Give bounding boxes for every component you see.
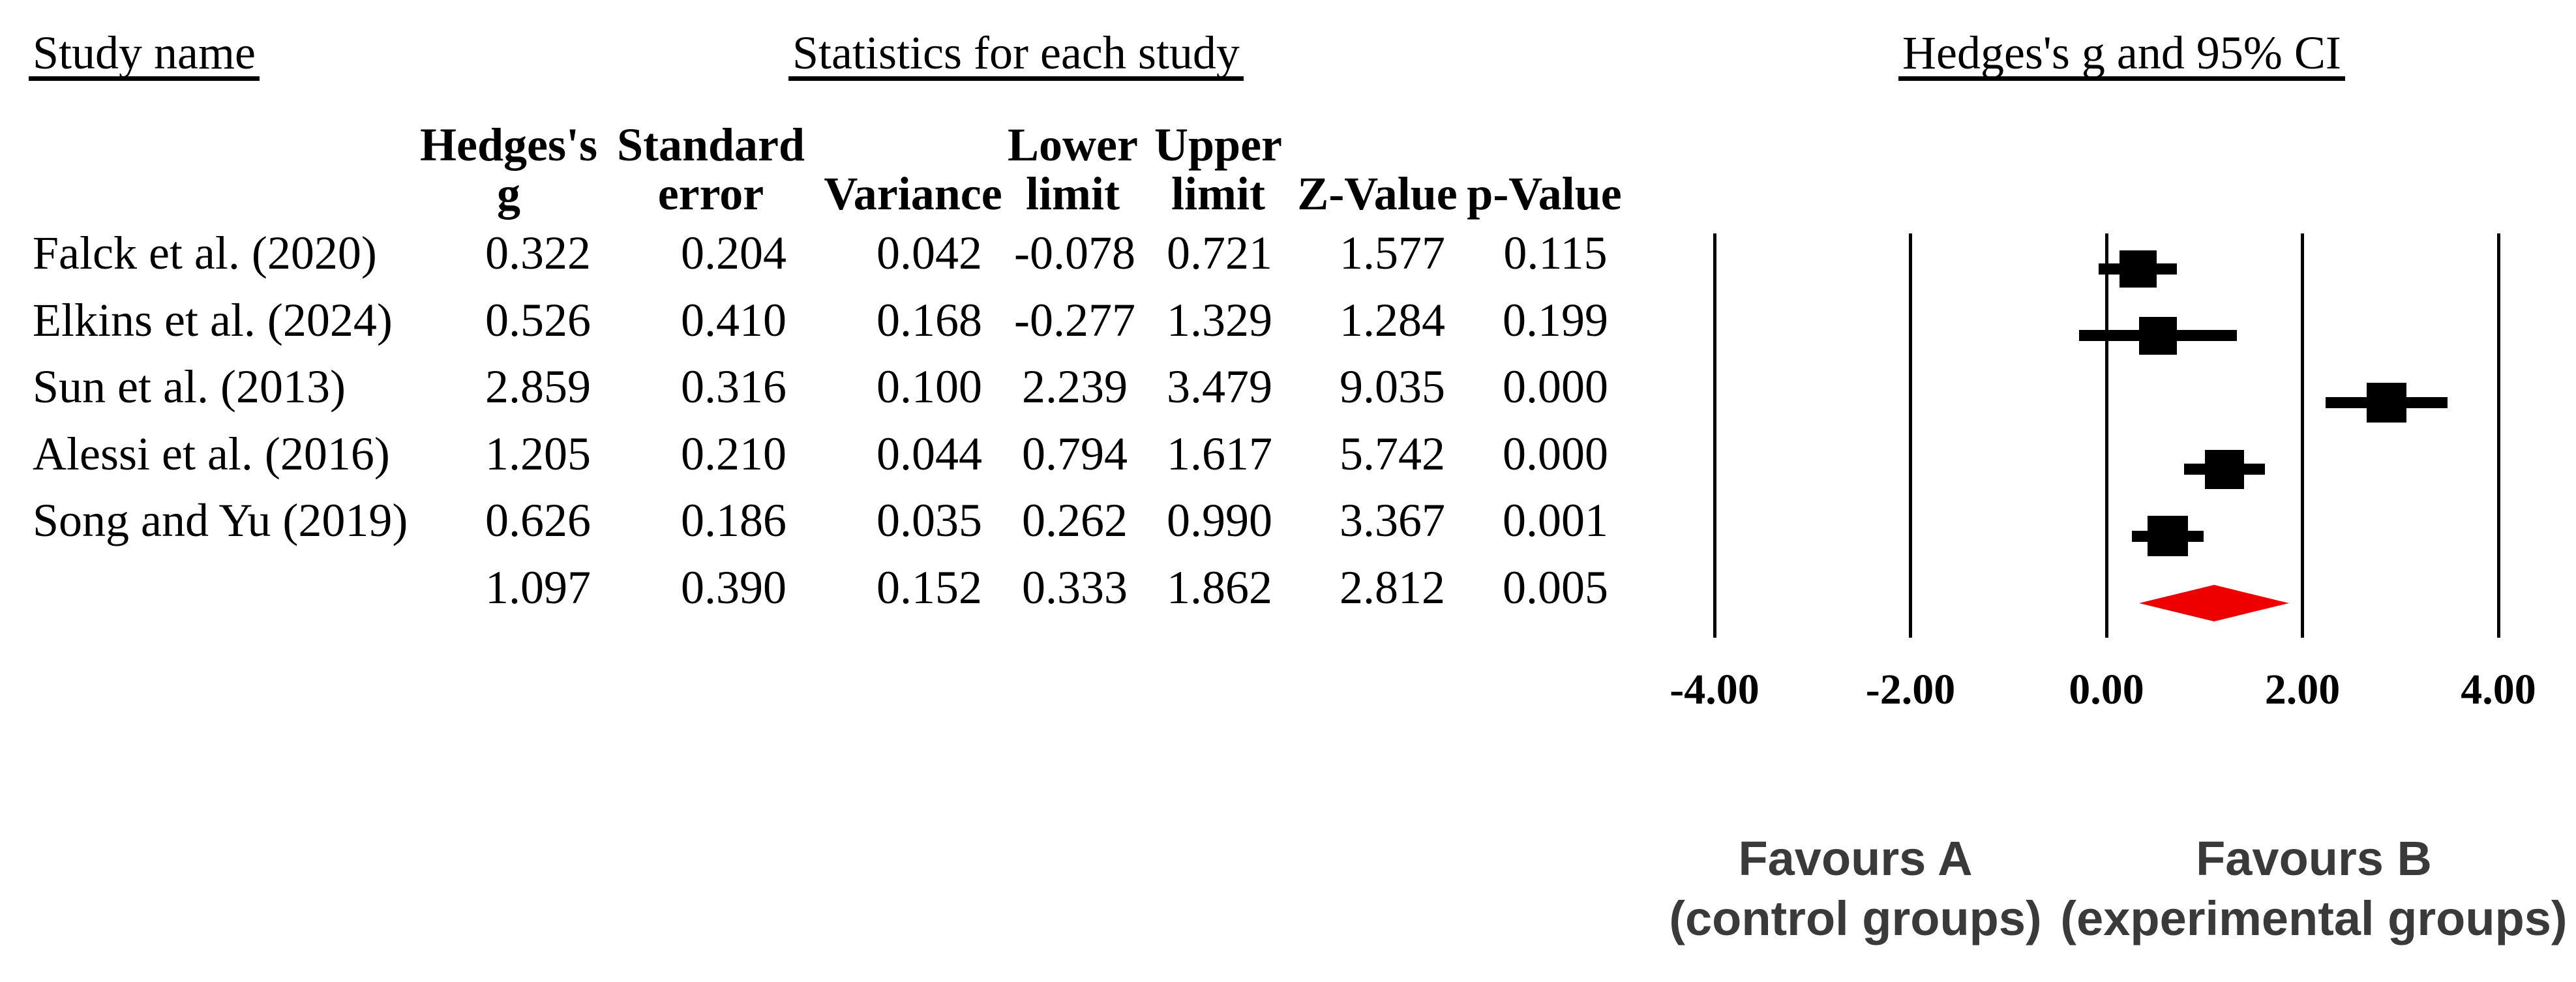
stat-value: 1.097 bbox=[485, 561, 591, 614]
stat-value: 0.044 bbox=[876, 427, 982, 480]
study-name: Falck et al. (2020) bbox=[33, 227, 377, 279]
stat-value: 0.210 bbox=[681, 427, 786, 480]
stat-value: 0.262 bbox=[1022, 494, 1128, 547]
stat-value: 0.152 bbox=[876, 561, 982, 614]
effect-size-square bbox=[2139, 316, 2178, 355]
axis-line bbox=[2104, 233, 2108, 638]
axis-tick-label: 0.00 bbox=[2069, 666, 2144, 713]
stat-value: 2.239 bbox=[1022, 361, 1128, 413]
stat-value: 0.990 bbox=[1167, 494, 1272, 547]
favours-a-label: Favours A (control groups) bbox=[1669, 829, 2041, 949]
stat-value: 2.812 bbox=[1340, 561, 1445, 614]
stat-value: 9.035 bbox=[1340, 361, 1445, 413]
stat-value: 1.617 bbox=[1167, 427, 1272, 480]
column-header-line2: limit bbox=[1171, 168, 1265, 220]
axis-tick-label: 4.00 bbox=[2461, 666, 2536, 713]
stat-value: 0.000 bbox=[1503, 361, 1608, 413]
stat-value: 0.526 bbox=[485, 293, 591, 346]
column-header-g: Hedges's g bbox=[420, 121, 597, 218]
column-header-line1: Upper bbox=[1154, 119, 1282, 171]
axis-line bbox=[2301, 233, 2304, 638]
stat-value: 0.204 bbox=[681, 227, 786, 279]
stat-value: 0.390 bbox=[681, 561, 786, 614]
stat-value: 1.862 bbox=[1167, 561, 1272, 614]
effect-size-square bbox=[2205, 449, 2245, 489]
stat-value: 0.115 bbox=[1503, 227, 1608, 279]
column-header-line2: g bbox=[496, 168, 520, 220]
favours-b-line1: Favours B bbox=[2196, 831, 2432, 885]
axis-line bbox=[1909, 233, 1912, 638]
column-header-line1: Hedges's bbox=[419, 119, 598, 171]
column-header-line1: Standard bbox=[616, 119, 805, 171]
stat-value: -0.277 bbox=[1014, 293, 1135, 346]
stat-value: 1.205 bbox=[485, 427, 591, 480]
stat-value: 0.794 bbox=[1022, 427, 1128, 480]
study-name: Sun et al. (2013) bbox=[33, 361, 346, 413]
column-header-limit: Upper limit bbox=[1154, 121, 1282, 218]
stat-value: -0.078 bbox=[1014, 227, 1135, 279]
study-name: Song and Yu (2019) bbox=[33, 494, 408, 547]
favours-a-line1: Favours A bbox=[1738, 831, 1973, 885]
axis-tick-label: -2.00 bbox=[1865, 666, 1956, 713]
column-header-line2: error bbox=[657, 168, 764, 220]
plot-section-title: Hedges's g and 95% CI bbox=[1898, 29, 2345, 81]
column-header-error: Standard error bbox=[617, 121, 805, 218]
favours-a-line2: (control groups) bbox=[1669, 891, 2042, 945]
stat-value: 5.742 bbox=[1340, 427, 1445, 480]
stat-value: 0.001 bbox=[1503, 494, 1608, 547]
stat-value: 0.042 bbox=[876, 227, 982, 279]
column-header-p-value: p-Value bbox=[1467, 168, 1622, 220]
stat-value: 1.284 bbox=[1340, 293, 1445, 346]
favours-b-label: Favours B (experimental groups) bbox=[2060, 829, 2567, 949]
column-header-variance: Variance bbox=[824, 168, 1002, 220]
stat-value: 0.000 bbox=[1503, 427, 1608, 480]
axis-line bbox=[2496, 233, 2500, 638]
favours-b-line2: (experimental groups) bbox=[2060, 891, 2568, 945]
stat-value: 0.100 bbox=[876, 361, 982, 413]
column-header-line1: Lower bbox=[1008, 119, 1138, 171]
effect-size-square bbox=[2148, 516, 2189, 557]
stat-value: 0.316 bbox=[681, 361, 786, 413]
effect-size-square bbox=[2367, 382, 2407, 423]
effect-size-square bbox=[2119, 250, 2157, 288]
stat-value: 3.367 bbox=[1340, 494, 1445, 547]
study-name-column-title: Study name bbox=[29, 29, 260, 81]
column-header-line2: limit bbox=[1026, 168, 1120, 220]
stat-value: 0.168 bbox=[876, 293, 982, 346]
axis-line bbox=[1713, 233, 1716, 638]
study-name: Alessi et al. (2016) bbox=[33, 427, 390, 480]
column-header-z-value: Z-Value bbox=[1297, 168, 1458, 220]
stat-value: 0.199 bbox=[1503, 293, 1608, 346]
stat-value: 1.577 bbox=[1340, 227, 1445, 279]
statistics-section-title: Statistics for each study bbox=[788, 29, 1244, 81]
axis-tick-label: 2.00 bbox=[2264, 666, 2341, 713]
stat-value: 1.329 bbox=[1167, 293, 1272, 346]
summary-diamond bbox=[2139, 585, 2289, 621]
stat-value: 0.322 bbox=[485, 227, 591, 279]
axis-tick-label: -4.00 bbox=[1670, 666, 1760, 713]
column-header-limit: Lower limit bbox=[1008, 121, 1138, 218]
stat-value: 0.333 bbox=[1022, 561, 1128, 614]
stat-value: 0.410 bbox=[681, 293, 786, 346]
stat-value: 0.005 bbox=[1503, 561, 1608, 614]
study-name: Elkins et al. (2024) bbox=[33, 293, 393, 346]
stat-value: 0.626 bbox=[485, 494, 591, 547]
stat-value: 0.721 bbox=[1167, 227, 1272, 279]
stat-value: 0.035 bbox=[876, 494, 982, 547]
stat-value: 0.186 bbox=[681, 494, 786, 547]
stat-value: 3.479 bbox=[1167, 361, 1272, 413]
stat-value: 2.859 bbox=[485, 361, 591, 413]
